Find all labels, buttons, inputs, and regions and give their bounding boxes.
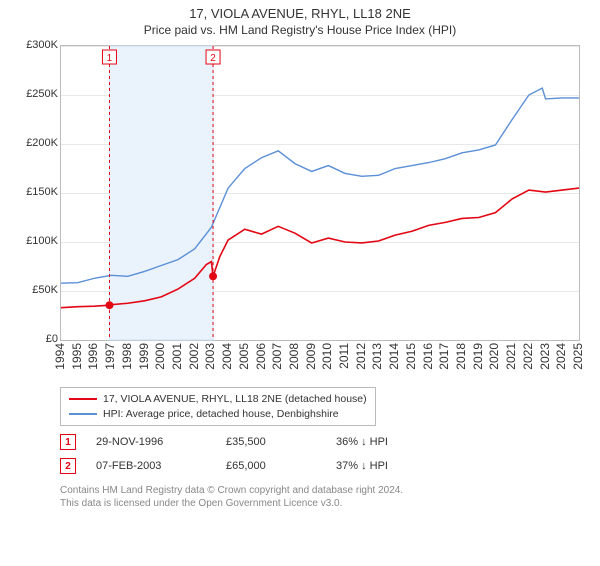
marker-dot [105, 301, 113, 309]
sale-hpi: 36% ↓ HPI [336, 436, 436, 448]
sale-hpi: 37% ↓ HPI [336, 460, 436, 472]
chart-subtitle: Price paid vs. HM Land Registry's House … [0, 23, 600, 37]
sale-row: 2 07-FEB-2003 £65,000 37% ↓ HPI [60, 458, 586, 474]
sale-price: £65,000 [226, 460, 316, 472]
marker-label: 1 [107, 53, 113, 64]
y-axis-tick: £50K [14, 284, 58, 296]
legend-row: 17, VIOLA AVENUE, RHYL, LL18 2NE (detach… [69, 392, 367, 407]
highlight-band [109, 46, 213, 340]
y-axis-tick: £300K [14, 39, 58, 51]
chart-container: 12 £0£50K£100K£150K£200K£250K£300K199419… [14, 41, 586, 381]
marker-dot [209, 272, 217, 280]
footnote: Contains HM Land Registry data © Crown c… [60, 484, 586, 510]
sale-marker: 2 [60, 458, 76, 474]
chart-title: 17, VIOLA AVENUE, RHYL, LL18 2NE [0, 6, 600, 21]
y-axis-tick: £200K [14, 137, 58, 149]
sale-marker: 1 [60, 434, 76, 450]
plot-area: 12 [60, 45, 580, 341]
y-axis-tick: £0 [14, 333, 58, 345]
footnote-line: Contains HM Land Registry data © Crown c… [60, 484, 586, 497]
marker-label: 2 [210, 53, 216, 64]
legend-label: 17, VIOLA AVENUE, RHYL, LL18 2NE (detach… [103, 392, 367, 407]
sale-date: 29-NOV-1996 [96, 436, 206, 448]
y-axis-tick: £150K [14, 186, 58, 198]
sale-row: 1 29-NOV-1996 £35,500 36% ↓ HPI [60, 434, 586, 450]
legend-swatch [69, 398, 97, 400]
legend-swatch [69, 413, 97, 415]
sale-price: £35,500 [226, 436, 316, 448]
y-axis-tick: £250K [14, 88, 58, 100]
sale-date: 07-FEB-2003 [96, 460, 206, 472]
chart-svg: 12 [61, 46, 579, 340]
legend-row: HPI: Average price, detached house, Denb… [69, 407, 367, 422]
y-axis-tick: £100K [14, 235, 58, 247]
footnote-line: This data is licensed under the Open Gov… [60, 497, 586, 510]
legend-label: HPI: Average price, detached house, Denb… [103, 407, 339, 422]
legend: 17, VIOLA AVENUE, RHYL, LL18 2NE (detach… [60, 387, 376, 426]
